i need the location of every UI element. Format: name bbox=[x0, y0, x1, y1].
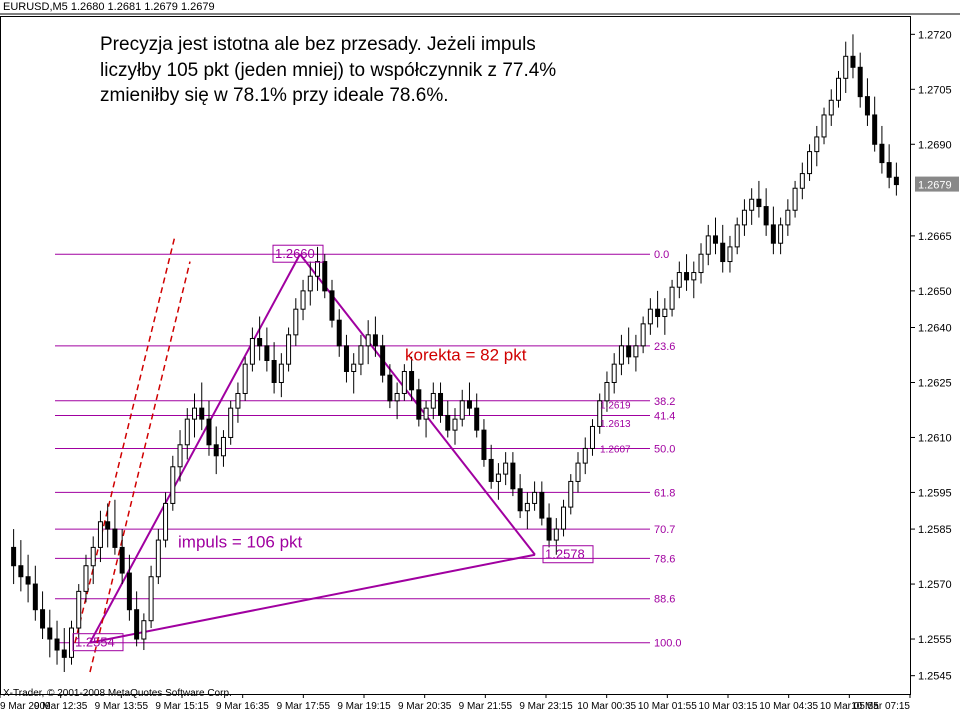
overlay-line1: Precyzja jest istotna ale bez przesady. … bbox=[100, 32, 556, 58]
svg-text:1.2705: 1.2705 bbox=[918, 84, 952, 96]
svg-text:1.2554: 1.2554 bbox=[75, 635, 115, 650]
svg-text:1.2690: 1.2690 bbox=[918, 139, 952, 151]
svg-text:1.2555: 1.2555 bbox=[918, 634, 952, 646]
svg-text:38.2: 38.2 bbox=[654, 396, 675, 408]
svg-text:1.2578: 1.2578 bbox=[545, 547, 585, 562]
svg-text:1.2595: 1.2595 bbox=[918, 487, 952, 499]
svg-text:1.2625: 1.2625 bbox=[918, 377, 952, 389]
svg-text:impuls = 106 pkt: impuls = 106 pkt bbox=[178, 532, 303, 551]
svg-text:9 Mar 17:55: 9 Mar 17:55 bbox=[277, 701, 331, 712]
svg-text:1.2660: 1.2660 bbox=[275, 246, 315, 261]
svg-text:0.0: 0.0 bbox=[654, 249, 669, 261]
overlay-line3: zmieniłby się w 78.1% przy ideale 78.6%. bbox=[100, 83, 556, 109]
svg-text:1.2610: 1.2610 bbox=[918, 432, 952, 444]
svg-text:9 Mar 13:55: 9 Mar 13:55 bbox=[95, 701, 149, 712]
svg-text:10 Mar 07:15: 10 Mar 07:15 bbox=[851, 701, 910, 712]
svg-text:1.2613: 1.2613 bbox=[600, 419, 631, 430]
svg-text:1.2607: 1.2607 bbox=[600, 444, 631, 455]
svg-text:100.0: 100.0 bbox=[654, 638, 682, 650]
svg-text:1.2640: 1.2640 bbox=[918, 323, 952, 335]
svg-text:23.6: 23.6 bbox=[654, 341, 675, 353]
svg-text:9 Mar 12:35: 9 Mar 12:35 bbox=[34, 701, 88, 712]
copyright: X-Trader, © 2001-2008 MetaQuotes Softwar… bbox=[3, 688, 232, 699]
svg-text:9 Mar 20:35: 9 Mar 20:35 bbox=[398, 701, 452, 712]
svg-text:9 Mar 21:55: 9 Mar 21:55 bbox=[459, 701, 513, 712]
svg-text:1.2619: 1.2619 bbox=[600, 400, 631, 411]
svg-text:10 Mar 04:35: 10 Mar 04:35 bbox=[759, 701, 818, 712]
title-bar: EURUSD,M5 1.2680 1.2681 1.2679 1.2679 bbox=[3, 1, 215, 13]
svg-text:1.2650: 1.2650 bbox=[918, 286, 952, 298]
svg-text:1.2545: 1.2545 bbox=[918, 671, 952, 683]
svg-text:41.4: 41.4 bbox=[654, 410, 675, 422]
svg-text:korekta = 82 pkt: korekta = 82 pkt bbox=[405, 345, 527, 364]
svg-text:70.7: 70.7 bbox=[654, 524, 675, 536]
svg-text:9 Mar 19:15: 9 Mar 19:15 bbox=[337, 701, 391, 712]
svg-text:9 Mar 23:15: 9 Mar 23:15 bbox=[519, 701, 573, 712]
svg-text:78.6: 78.6 bbox=[654, 553, 675, 565]
svg-text:1.2665: 1.2665 bbox=[918, 231, 952, 243]
svg-text:9 Mar 16:35: 9 Mar 16:35 bbox=[216, 701, 270, 712]
svg-text:61.8: 61.8 bbox=[654, 487, 675, 499]
svg-text:9 Mar 15:15: 9 Mar 15:15 bbox=[155, 701, 209, 712]
svg-text:50.0: 50.0 bbox=[654, 443, 675, 455]
svg-text:1.2720: 1.2720 bbox=[918, 29, 952, 41]
svg-text:1.2679: 1.2679 bbox=[918, 180, 952, 192]
svg-text:10 Mar 03:15: 10 Mar 03:15 bbox=[699, 701, 758, 712]
svg-text:10 Mar 01:55: 10 Mar 01:55 bbox=[638, 701, 697, 712]
svg-text:10 Mar 00:35: 10 Mar 00:35 bbox=[577, 701, 636, 712]
chart-container: 1.2720 1.2705 1.2690 1.2665 1.2650 1.2640 1.26… bbox=[0, 0, 960, 717]
svg-text:1.2570: 1.2570 bbox=[918, 579, 952, 591]
svg-text:88.6: 88.6 bbox=[654, 594, 675, 606]
svg-text:1.2585: 1.2585 bbox=[918, 524, 952, 536]
overlay-line2: liczyłby 105 pkt (jeden mniej) to współc… bbox=[100, 58, 556, 84]
overlay-text: Precyzja jest istotna ale bez przesady. … bbox=[100, 32, 556, 109]
